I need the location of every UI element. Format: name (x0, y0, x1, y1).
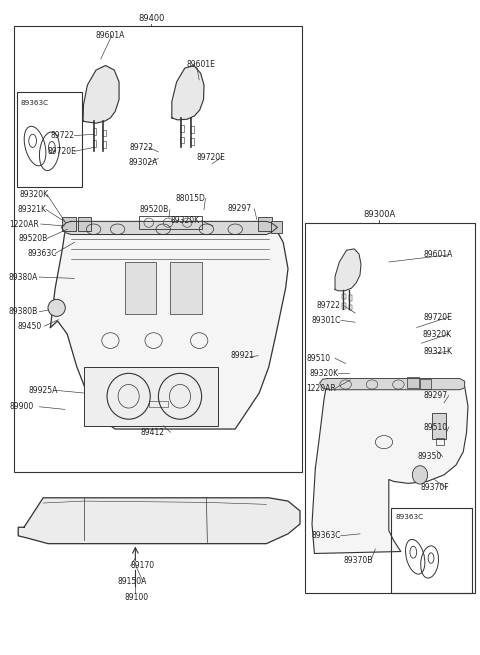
Text: 89170: 89170 (130, 561, 154, 571)
Text: 89363C: 89363C (312, 531, 341, 540)
Text: 89722: 89722 (317, 301, 341, 310)
Text: 89720E: 89720E (197, 153, 226, 162)
Bar (342, 303, 346, 309)
Text: 89720E: 89720E (423, 312, 452, 322)
Text: 89400: 89400 (138, 14, 164, 23)
Bar (271, 221, 282, 233)
Bar (78, 217, 91, 231)
Text: 89301C: 89301C (312, 316, 341, 325)
Bar (170, 262, 202, 314)
Polygon shape (83, 66, 119, 123)
Polygon shape (172, 66, 204, 120)
Text: 89380A: 89380A (9, 272, 38, 282)
Text: 89300A: 89300A (363, 210, 396, 219)
Text: 89350: 89350 (418, 452, 442, 461)
Text: 89320K: 89320K (19, 190, 48, 199)
Bar (93, 140, 96, 147)
Text: 89450: 89450 (17, 322, 42, 331)
Text: 89921: 89921 (230, 351, 254, 360)
Bar (432, 413, 446, 439)
Text: 89722: 89722 (130, 143, 154, 152)
Text: 89412: 89412 (141, 428, 165, 437)
Bar (17, 92, 82, 187)
Bar (342, 294, 346, 299)
Bar (102, 130, 106, 136)
Polygon shape (312, 380, 468, 553)
Bar (190, 138, 194, 145)
Text: 89363C: 89363C (395, 514, 423, 520)
Text: 89302A: 89302A (129, 158, 158, 167)
Text: 89297: 89297 (423, 391, 447, 400)
Text: 89601E: 89601E (186, 60, 215, 69)
Text: 89150A: 89150A (117, 577, 146, 586)
Text: 89363C: 89363C (21, 100, 49, 105)
Bar (349, 295, 352, 301)
Polygon shape (320, 379, 465, 390)
Bar (258, 217, 272, 231)
Bar (391, 508, 472, 593)
Text: 1220AR: 1220AR (306, 384, 336, 393)
Text: 89925A: 89925A (29, 386, 58, 395)
Text: 89510: 89510 (306, 354, 330, 363)
Text: 89722: 89722 (50, 131, 74, 140)
Bar (139, 216, 202, 229)
Text: 89321K: 89321K (17, 205, 46, 214)
Text: 89100: 89100 (125, 593, 149, 602)
Text: 1220AR: 1220AR (10, 219, 39, 229)
Bar (436, 438, 444, 445)
Polygon shape (335, 249, 361, 291)
Bar (62, 217, 76, 231)
Bar (14, 26, 302, 472)
Text: 89520B: 89520B (139, 205, 168, 214)
Text: 89601A: 89601A (423, 250, 453, 259)
Text: 89720E: 89720E (48, 147, 77, 156)
Polygon shape (61, 221, 277, 234)
Bar (180, 137, 184, 143)
Text: 89520B: 89520B (18, 234, 48, 243)
Bar (305, 223, 475, 593)
Ellipse shape (48, 299, 65, 316)
Text: 89363C: 89363C (28, 249, 57, 258)
Text: 89370F: 89370F (420, 483, 449, 493)
Text: 89297: 89297 (228, 204, 252, 214)
Bar (349, 305, 352, 310)
Text: 89370B: 89370B (343, 555, 372, 565)
Bar (180, 125, 184, 132)
Text: 89510: 89510 (423, 422, 447, 432)
Bar (149, 401, 168, 407)
Ellipse shape (412, 466, 428, 484)
Text: 89320K: 89320K (310, 369, 339, 378)
Text: 89320K: 89320K (170, 216, 200, 225)
Text: 89900: 89900 (10, 402, 34, 411)
Text: 88015D: 88015D (175, 194, 205, 203)
Polygon shape (18, 498, 300, 544)
Bar (125, 262, 156, 314)
Bar (190, 126, 194, 133)
Text: 89601A: 89601A (96, 31, 125, 40)
Text: 89321K: 89321K (423, 346, 452, 356)
Text: 89320K: 89320K (422, 329, 452, 339)
Bar (84, 367, 218, 426)
Bar (420, 379, 431, 389)
Polygon shape (50, 223, 288, 429)
Bar (102, 141, 106, 148)
Text: 89380B: 89380B (9, 307, 38, 316)
Bar (407, 377, 419, 388)
Bar (93, 128, 96, 135)
